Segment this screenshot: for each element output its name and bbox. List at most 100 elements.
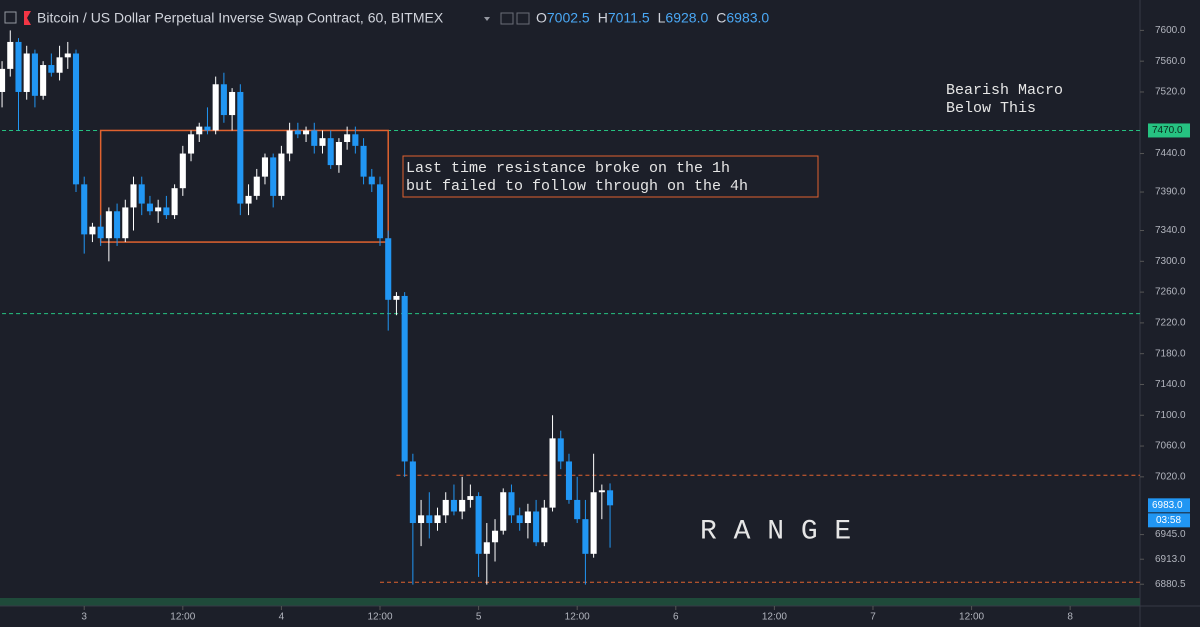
x-tick-label: 12:00 bbox=[959, 612, 984, 623]
candle-body bbox=[237, 91, 244, 204]
candle-body bbox=[590, 492, 597, 554]
candle-body bbox=[286, 130, 293, 154]
note-text: but failed to follow through on the 4h bbox=[406, 178, 748, 195]
y-tick-label: 7220.0 bbox=[1155, 318, 1186, 329]
ohlc-key: L bbox=[658, 10, 666, 26]
candle-body bbox=[516, 515, 523, 524]
settings-icon[interactable] bbox=[500, 12, 514, 25]
candle-body bbox=[294, 130, 301, 135]
candle-body bbox=[220, 84, 227, 116]
x-tick-label: 12:00 bbox=[170, 612, 195, 623]
candle-body bbox=[442, 499, 449, 516]
candle-body bbox=[81, 184, 88, 235]
macro-text: Bearish Macro bbox=[946, 82, 1063, 99]
candle-body bbox=[261, 157, 269, 177]
ohlc-value: 7011.5 bbox=[608, 10, 650, 26]
y-tick-label: 7520.0 bbox=[1155, 87, 1186, 98]
countdown: 03:58 bbox=[1156, 515, 1181, 526]
candle-body bbox=[171, 188, 178, 216]
x-tick-label: 7 bbox=[870, 612, 876, 623]
candle-body bbox=[335, 142, 342, 166]
candle-body bbox=[508, 492, 515, 516]
symbol-title[interactable]: Bitcoin / US Dollar Perpetual Inverse Sw… bbox=[37, 10, 444, 26]
collapse-icon[interactable] bbox=[4, 11, 17, 24]
candle-body bbox=[196, 126, 203, 135]
y-tick-label: 7440.0 bbox=[1155, 148, 1186, 159]
candle-body bbox=[204, 126, 211, 131]
note-box bbox=[402, 155, 819, 198]
y-tick-label: 7340.0 bbox=[1155, 225, 1186, 236]
x-tick-label: 8 bbox=[1067, 612, 1073, 623]
countdown-bg bbox=[1148, 513, 1190, 528]
candle-body bbox=[48, 65, 55, 73]
y-tick-label: 7100.0 bbox=[1155, 410, 1186, 421]
candle-body bbox=[401, 295, 408, 462]
candle-body bbox=[253, 176, 260, 196]
candle-body bbox=[352, 134, 359, 146]
x-tick-label: 3 bbox=[81, 612, 87, 623]
y-tick-label: 7140.0 bbox=[1155, 379, 1186, 390]
ohlc-key: C bbox=[716, 10, 726, 26]
range-box bbox=[99, 129, 389, 243]
candle-body bbox=[31, 53, 38, 96]
candle-body bbox=[376, 184, 384, 239]
scroll-strip bbox=[0, 598, 1140, 606]
hide-icon[interactable] bbox=[516, 12, 530, 25]
candle-body bbox=[360, 145, 367, 177]
candle-body bbox=[163, 207, 170, 216]
candle-body bbox=[368, 176, 375, 185]
price-label: 6983.0 bbox=[1152, 500, 1183, 511]
y-tick-label: 7020.0 bbox=[1155, 471, 1186, 482]
y-tick-label: 7390.0 bbox=[1155, 187, 1186, 198]
candle-body bbox=[549, 438, 556, 508]
candle-body bbox=[598, 490, 605, 493]
candle-body bbox=[7, 41, 14, 69]
candle-body bbox=[23, 53, 30, 92]
candle-body bbox=[319, 138, 326, 146]
candle-body bbox=[97, 226, 104, 239]
x-tick-label: 5 bbox=[476, 612, 482, 623]
candle-body bbox=[418, 515, 425, 524]
candle-body bbox=[607, 490, 614, 506]
dropdown-caret[interactable] bbox=[484, 17, 490, 21]
ohlc-key: H bbox=[598, 10, 608, 26]
candle-body bbox=[582, 519, 589, 554]
candle-body bbox=[179, 153, 186, 189]
candle-body bbox=[541, 507, 548, 543]
candle-body bbox=[187, 134, 195, 154]
candle-body bbox=[524, 511, 531, 524]
price-label-bg bbox=[1148, 498, 1190, 513]
price-label: 7470.0 bbox=[1152, 125, 1183, 136]
y-tick-label: 7180.0 bbox=[1155, 348, 1186, 359]
candle-body bbox=[212, 84, 219, 131]
candle-body bbox=[500, 492, 507, 531]
candle-body bbox=[491, 530, 499, 543]
candle-body bbox=[327, 138, 334, 166]
x-tick-label: 12:00 bbox=[367, 612, 392, 623]
y-tick-label: 7300.0 bbox=[1155, 256, 1186, 267]
candle-body bbox=[409, 461, 416, 524]
candle-body bbox=[245, 195, 252, 204]
candle-body bbox=[385, 238, 392, 300]
y-tick-label: 6913.0 bbox=[1155, 554, 1186, 565]
candle-body bbox=[56, 57, 63, 73]
y-tick-label: 6945.0 bbox=[1155, 529, 1186, 540]
y-tick-label: 7600.0 bbox=[1155, 25, 1186, 36]
candle-body bbox=[393, 295, 400, 300]
y-tick-label: 7060.0 bbox=[1155, 441, 1186, 452]
ohlc-key: O bbox=[536, 10, 547, 26]
range-text: R A N G E bbox=[700, 516, 851, 547]
candle-body bbox=[146, 203, 153, 212]
candle-body bbox=[89, 226, 96, 235]
candle-body bbox=[114, 211, 121, 239]
x-tick-label: 12:00 bbox=[762, 612, 787, 623]
ohlc-value: 6983.0 bbox=[726, 10, 769, 26]
y-tick-label: 6880.5 bbox=[1155, 579, 1186, 590]
candle-body bbox=[105, 211, 112, 239]
candle-body bbox=[311, 130, 318, 146]
ohlc-value: 7002.5 bbox=[547, 10, 590, 26]
candle-body bbox=[72, 53, 80, 185]
candle-body bbox=[229, 91, 236, 116]
